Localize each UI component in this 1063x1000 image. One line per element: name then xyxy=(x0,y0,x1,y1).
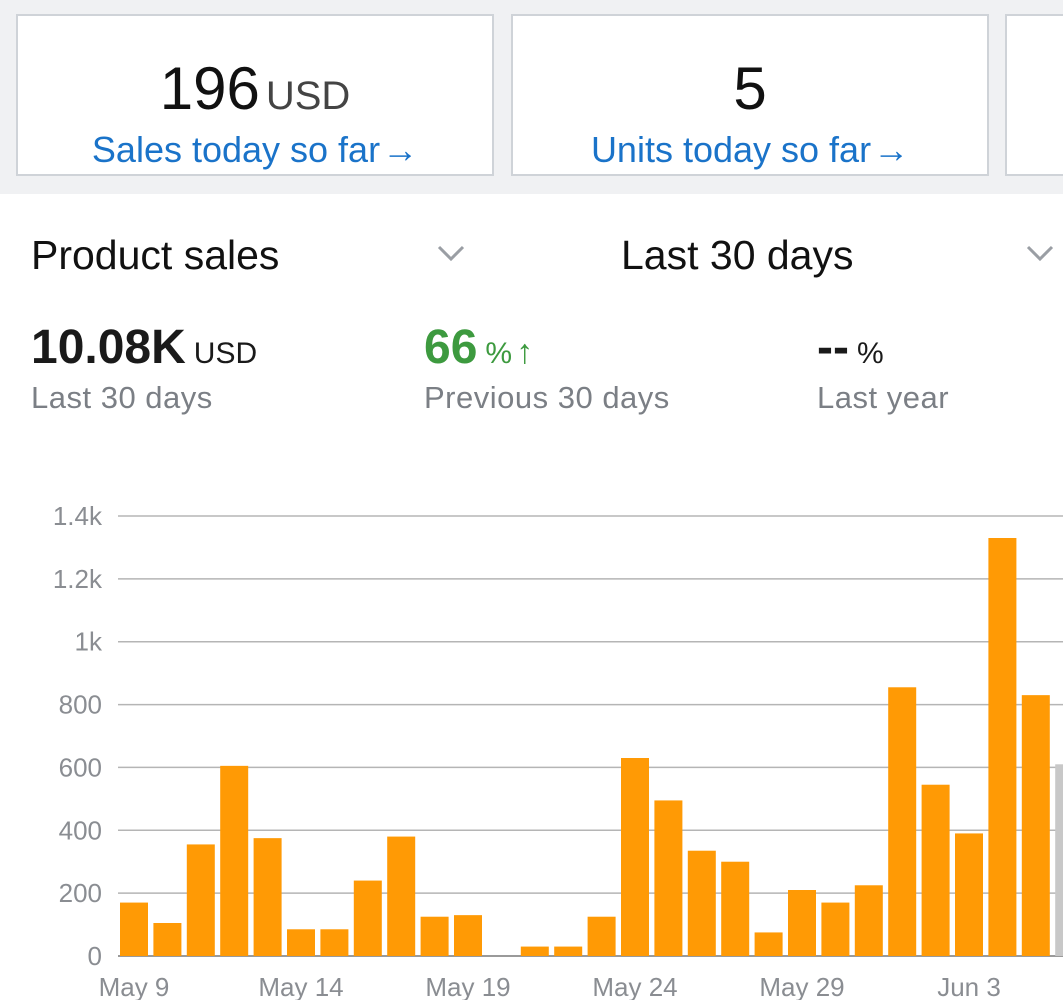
sales-bar[interactable] xyxy=(587,916,616,956)
sales-bar[interactable] xyxy=(1055,764,1063,956)
metric-selector[interactable]: Product sales xyxy=(31,230,279,280)
y-tick-label: 600 xyxy=(59,752,102,782)
x-tick-label: May 14 xyxy=(258,972,343,1000)
arrow-up-icon: ↑ xyxy=(516,333,534,371)
sales-bar[interactable] xyxy=(621,758,649,956)
previous-period-label: Previous 30 days xyxy=(424,380,670,415)
total-sales-amount: 10.08K xyxy=(31,321,186,374)
sales-today-card[interactable]: 196 USD Sales today so far→ xyxy=(16,14,494,176)
sales-today-link-label: Sales today so far xyxy=(91,129,381,170)
sales-bar[interactable] xyxy=(520,946,549,956)
sales-today-amount: 196 xyxy=(159,55,260,122)
x-tick-label: Jun 3 xyxy=(937,972,1001,1000)
sales-bar[interactable] xyxy=(754,932,783,956)
next-card-partial[interactable] xyxy=(1005,14,1063,176)
sales-bar[interactable] xyxy=(186,844,215,956)
sales-bar[interactable] xyxy=(120,902,148,956)
sales-bar[interactable] xyxy=(253,838,282,956)
previous-change-value: 66 xyxy=(424,321,478,374)
units-today-card[interactable]: 5 Units today so far→ xyxy=(511,14,989,176)
units-today-link[interactable]: Units today so far→ xyxy=(513,128,987,172)
sales-bar[interactable] xyxy=(287,929,315,956)
sales-bar[interactable] xyxy=(955,833,983,956)
arrow-right-icon: → xyxy=(382,129,419,170)
sales-bar[interactable] xyxy=(654,800,683,956)
x-tick-label: May 24 xyxy=(592,972,677,1000)
sales-bar-chart[interactable]: 0 200 400 600 800 1k 1.2k 1.4k May 9 May 14 May 19… xyxy=(0,480,1063,1000)
sales-bar[interactable] xyxy=(353,880,382,956)
sales-bar[interactable] xyxy=(420,916,449,956)
units-today-link-label: Units today so far xyxy=(590,129,872,170)
y-tick-label: 400 xyxy=(59,815,102,845)
y-tick-label: 1.4k xyxy=(53,501,103,531)
units-today-count: 5 xyxy=(733,55,767,122)
sales-bar[interactable] xyxy=(721,861,750,956)
total-sales-value: 10.08K USD xyxy=(31,320,257,382)
sales-bar[interactable] xyxy=(1021,695,1050,956)
y-tick-label: 200 xyxy=(59,878,102,908)
sales-bar[interactable] xyxy=(454,915,482,956)
sales-bar[interactable] xyxy=(220,765,249,956)
sales-bar[interactable] xyxy=(788,890,816,956)
y-tick-label: 0 xyxy=(88,941,102,971)
sales-today-unit: USD xyxy=(265,74,351,118)
sales-bar[interactable] xyxy=(554,946,583,956)
sales-bar[interactable] xyxy=(921,784,950,956)
sales-bar[interactable] xyxy=(153,923,182,956)
range-selector[interactable]: Last 30 days xyxy=(621,230,854,280)
chevron-down-icon[interactable] xyxy=(1025,238,1055,268)
total-sales-unit: USD xyxy=(193,337,258,370)
last-year-label: Last year xyxy=(817,380,950,415)
sales-bar[interactable] xyxy=(687,850,716,956)
sales-bar[interactable] xyxy=(387,836,416,956)
arrow-right-icon: → xyxy=(873,129,910,170)
sales-bar[interactable] xyxy=(821,902,850,956)
y-tick-label: 800 xyxy=(59,690,102,720)
sales-bar[interactable] xyxy=(320,929,349,956)
x-tick-label: May 29 xyxy=(759,972,844,1000)
range-selector-label: Last 30 days xyxy=(621,232,854,278)
chevron-down-icon[interactable] xyxy=(436,238,466,268)
previous-change-unit: % xyxy=(485,337,513,370)
x-tick-label: May 9 xyxy=(99,972,170,1000)
sales-bar[interactable] xyxy=(888,687,917,956)
sales-bar[interactable] xyxy=(854,885,883,956)
previous-period-change: 66% ↑ xyxy=(424,320,533,382)
last-year-change: --% xyxy=(817,320,884,382)
last-year-change-value: -- xyxy=(817,321,849,374)
x-tick-label: May 19 xyxy=(425,972,510,1000)
last-year-change-unit: % xyxy=(856,337,884,370)
sales-bar[interactable] xyxy=(988,538,1017,956)
y-tick-label: 1.2k xyxy=(53,564,103,594)
total-sales-label: Last 30 days xyxy=(31,380,213,415)
metric-selector-label: Product sales xyxy=(31,232,280,278)
sales-today-value: 196 USD xyxy=(18,54,492,131)
y-tick-label: 1k xyxy=(75,627,103,657)
sales-today-link[interactable]: Sales today so far→ xyxy=(18,128,492,172)
units-today-value: 5 xyxy=(513,54,987,124)
